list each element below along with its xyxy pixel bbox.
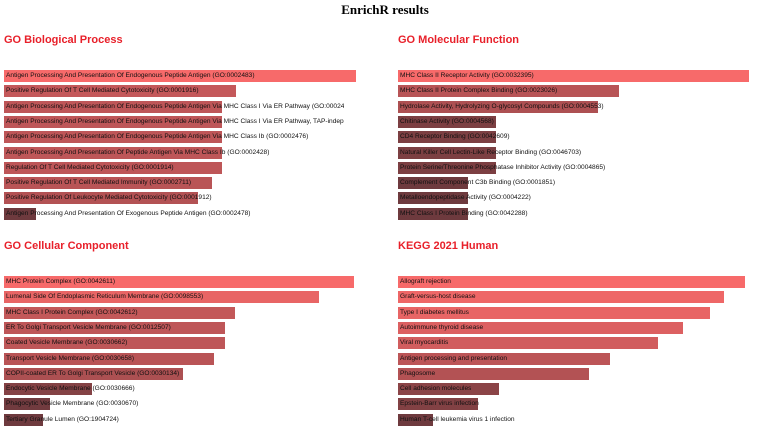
- bar: [4, 177, 212, 190]
- bar: [4, 115, 222, 128]
- bar-label: Positive Regulation Of T Cell Mediated C…: [6, 87, 199, 95]
- bar-label: Regulation Of T Cell Mediated Cytotoxici…: [6, 163, 174, 171]
- bar: [398, 337, 658, 350]
- bar-label: Tertiary Granule Lumen (GO:1904724): [6, 415, 119, 423]
- bar-label: Phagosome: [400, 369, 436, 377]
- bar-label: Transport Vesicle Membrane (GO:0030658): [6, 354, 135, 362]
- bar: [398, 177, 468, 190]
- bar: [398, 146, 496, 159]
- bar: [4, 161, 222, 174]
- bar-label: Type I diabetes mellitus: [400, 308, 469, 316]
- page-title: EnrichR results: [341, 2, 429, 17]
- bar-label: Hydrolase Activity, Hydrolyzing O-glycos…: [400, 102, 604, 110]
- bar-label: Antigen Processing And Presentation Of P…: [6, 148, 270, 156]
- bar: [398, 85, 619, 98]
- bar-label: MHC Class I Protein Binding (GO:0042288): [400, 209, 528, 217]
- bar: [398, 321, 683, 334]
- bar-label: Antigen Processing And Presentation Of E…: [6, 102, 345, 110]
- bar: [398, 207, 468, 220]
- bar-label: MHC Class I Protein Complex (GO:0042612): [6, 308, 138, 316]
- panel-go-cellular-component: GO Cellular Component MHC Protein Comple…: [4, 240, 354, 426]
- bar: [398, 115, 496, 128]
- bar: [4, 85, 236, 98]
- bar-label: Metalloendopeptidase Activity (GO:000422…: [400, 194, 531, 202]
- bar-label: Endocytic Vesicle Membrane (GO:0030666): [6, 385, 135, 393]
- bar: [398, 70, 749, 82]
- bar: [4, 367, 183, 380]
- bar: [398, 413, 433, 426]
- bar-label: Antigen Processing And Presentation Of E…: [6, 72, 255, 79]
- bar-label: Lumenal Side Of Endoplasmic Reticulum Me…: [6, 293, 204, 301]
- panel-title: KEGG 2021 Human: [398, 240, 499, 252]
- bar: [398, 131, 496, 144]
- bar-label: Antigen Processing And Presentation Of E…: [6, 133, 309, 141]
- bar: [398, 367, 589, 380]
- bar: [398, 161, 496, 174]
- bar-label: Viral myocarditis: [400, 339, 449, 347]
- bar-label: Epstein-Barr virus infection: [400, 400, 479, 408]
- bar-label: Positive Regulation Of Leukocyte Mediate…: [6, 194, 212, 202]
- bar: [4, 398, 50, 411]
- bar: [398, 383, 499, 396]
- bar-label: Autoimmune thyroid disease: [400, 323, 484, 331]
- bar: [4, 131, 222, 144]
- bar: [4, 413, 43, 426]
- bar: [4, 383, 92, 396]
- panel-title: GO Biological Process: [4, 34, 123, 46]
- bar: [4, 306, 235, 319]
- bar: [4, 70, 356, 82]
- bar-label: Antigen Processing And Presentation Of E…: [6, 209, 251, 217]
- bar: [4, 276, 354, 288]
- bar: [398, 398, 478, 411]
- bar-label: MHC Protein Complex (GO:0042611): [6, 278, 116, 285]
- bar-label: Complement Component C3b Binding (GO:000…: [400, 179, 556, 187]
- bar: [398, 276, 745, 288]
- bar-label: Coated Vesicle Membrane (GO:0030662): [6, 339, 128, 347]
- panel-title: GO Molecular Function: [398, 34, 520, 46]
- panel-go-biological-process: GO Biological Process Antigen Processing…: [4, 34, 356, 220]
- bar-label: MHC Class II Receptor Activity (GO:00323…: [400, 72, 534, 79]
- bar-label: COPII-coated ER To Golgi Transport Vesic…: [6, 369, 180, 377]
- bar: [4, 337, 225, 350]
- bar: [4, 192, 198, 205]
- bar: [4, 321, 225, 334]
- bar-label: CD4 Receptor Binding (GO:0042609): [400, 133, 510, 141]
- bar-label: Natural Killer Cell Lectin-Like Receptor…: [400, 148, 582, 156]
- bar: [4, 352, 214, 365]
- panel-kegg-2021-human: KEGG 2021 Human Allograft rejection Graft…: [398, 240, 745, 426]
- bar-label: ER To Golgi Transport Vesicle Membrane (…: [6, 323, 171, 331]
- bar: [398, 291, 724, 304]
- bar-label: Antigen processing and presentation: [400, 354, 508, 362]
- bar-label: MHC Class II Protein Complex Binding (GO…: [400, 87, 558, 95]
- bar-label: Protein Serine/Threonine Phosphatase Inh…: [400, 163, 606, 171]
- bar: [4, 100, 222, 113]
- bar: [4, 207, 36, 220]
- bar: [398, 306, 710, 319]
- bar-label: Chitinase Activity (GO:0004568): [400, 117, 494, 125]
- bar-label: Phagocytic Vesicle Membrane (GO:0030670): [6, 400, 139, 408]
- bar-label: Allograft rejection: [400, 278, 451, 285]
- bar-label: Graft-versus-host disease: [400, 293, 476, 301]
- bar: [398, 352, 610, 365]
- bar-label: Positive Regulation Of T Cell Mediated I…: [6, 179, 192, 187]
- panel-title: GO Cellular Component: [4, 240, 129, 252]
- bar-label: Antigen Processing And Presentation Of E…: [6, 117, 344, 125]
- bar-label: Cell adhesion molecules: [400, 385, 472, 393]
- bar: [398, 100, 598, 113]
- bar: [4, 146, 222, 159]
- bar: [398, 192, 468, 205]
- panel-go-molecular-function: GO Molecular Function MHC Class II Recep…: [398, 34, 749, 220]
- bar-label: Human T-cell leukemia virus 1 infection: [400, 415, 515, 423]
- bar: [4, 291, 319, 304]
